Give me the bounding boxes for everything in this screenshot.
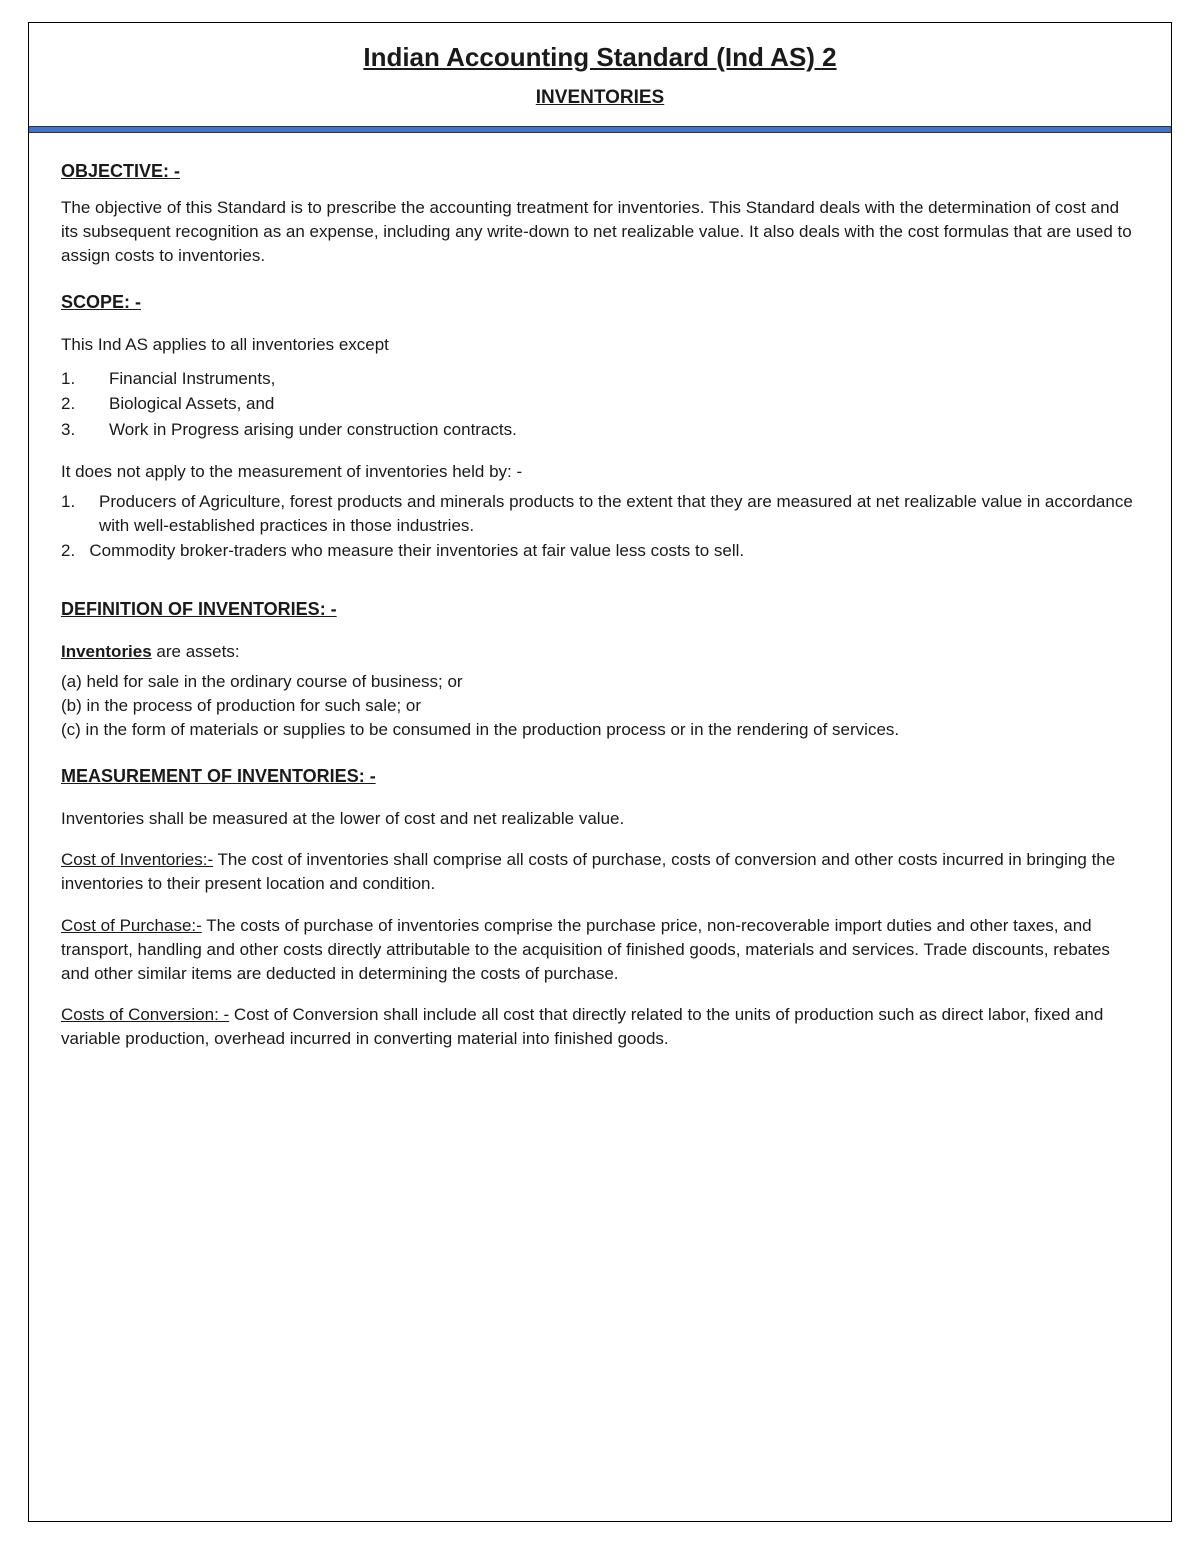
objective-text: The objective of this Standard is to pre…	[61, 196, 1139, 267]
list-number: 2.	[61, 392, 109, 416]
cost-of-purchase: Cost of Purchase:- The costs of purchase…	[61, 914, 1139, 985]
definition-items: (a) held for sale in the ordinary course…	[61, 670, 1139, 741]
list-number: 2.	[61, 541, 89, 560]
definition-term: Inventories	[61, 642, 152, 661]
page: Indian Accounting Standard (Ind AS) 2 IN…	[0, 0, 1200, 1550]
divider-blue	[29, 126, 1171, 133]
subsection-text: The costs of purchase of inventories com…	[61, 916, 1110, 983]
definition-lead-text: are assets:	[152, 642, 240, 661]
list-item: 2. Biological Assets, and	[61, 392, 1139, 416]
scope-list-1: 1. Financial Instruments, 2. Biological …	[61, 367, 1139, 442]
list-text: Work in Progress arising under construct…	[109, 418, 1139, 442]
subsection-title: Costs of Conversion: -	[61, 1005, 229, 1024]
subsection-title: Cost of Inventories:-	[61, 850, 213, 869]
cost-of-inventories: Cost of Inventories:- The cost of invent…	[61, 848, 1139, 896]
subsection-title: Cost of Purchase:-	[61, 916, 202, 935]
objective-heading: OBJECTIVE: -	[61, 159, 1139, 184]
sub-title: INVENTORIES	[61, 85, 1139, 112]
subsection-text: The cost of inventories shall comprise a…	[61, 850, 1115, 893]
scope-intro: This Ind AS applies to all inventories e…	[61, 333, 1139, 357]
list-text: Financial Instruments,	[109, 367, 1139, 391]
scope-heading: SCOPE: -	[61, 290, 1139, 315]
list-text: Biological Assets, and	[109, 392, 1139, 416]
list-item: 2. Commodity broker-traders who measure …	[61, 539, 1139, 563]
definition-item: (c) in the form of materials or supplies…	[61, 718, 1139, 742]
scope-list-2: 1. Producers of Agriculture, forest prod…	[61, 490, 1139, 563]
scope-intro-2: It does not apply to the measurement of …	[61, 460, 1139, 484]
list-item: 1. Financial Instruments,	[61, 367, 1139, 391]
list-text: Producers of Agriculture, forest product…	[99, 490, 1139, 538]
definition-lead: Inventories are assets:	[61, 640, 1139, 664]
list-item: 3. Work in Progress arising under constr…	[61, 418, 1139, 442]
list-number: 1.	[61, 367, 109, 391]
measurement-heading: MEASUREMENT OF INVENTORIES: -	[61, 764, 1139, 789]
list-number: 1.	[61, 490, 99, 538]
main-title: Indian Accounting Standard (Ind AS) 2	[61, 39, 1139, 75]
document-frame: Indian Accounting Standard (Ind AS) 2 IN…	[28, 22, 1172, 1522]
list-number: 3.	[61, 418, 109, 442]
definition-item: (b) in the process of production for suc…	[61, 694, 1139, 718]
list-item: 1. Producers of Agriculture, forest prod…	[61, 490, 1139, 538]
definition-item: (a) held for sale in the ordinary course…	[61, 670, 1139, 694]
definition-heading: DEFINITION OF INVENTORIES: -	[61, 597, 1139, 622]
measurement-intro: Inventories shall be measured at the low…	[61, 807, 1139, 831]
list-text: Commodity broker-traders who measure the…	[89, 541, 744, 560]
costs-of-conversion: Costs of Conversion: - Cost of Conversio…	[61, 1003, 1139, 1051]
